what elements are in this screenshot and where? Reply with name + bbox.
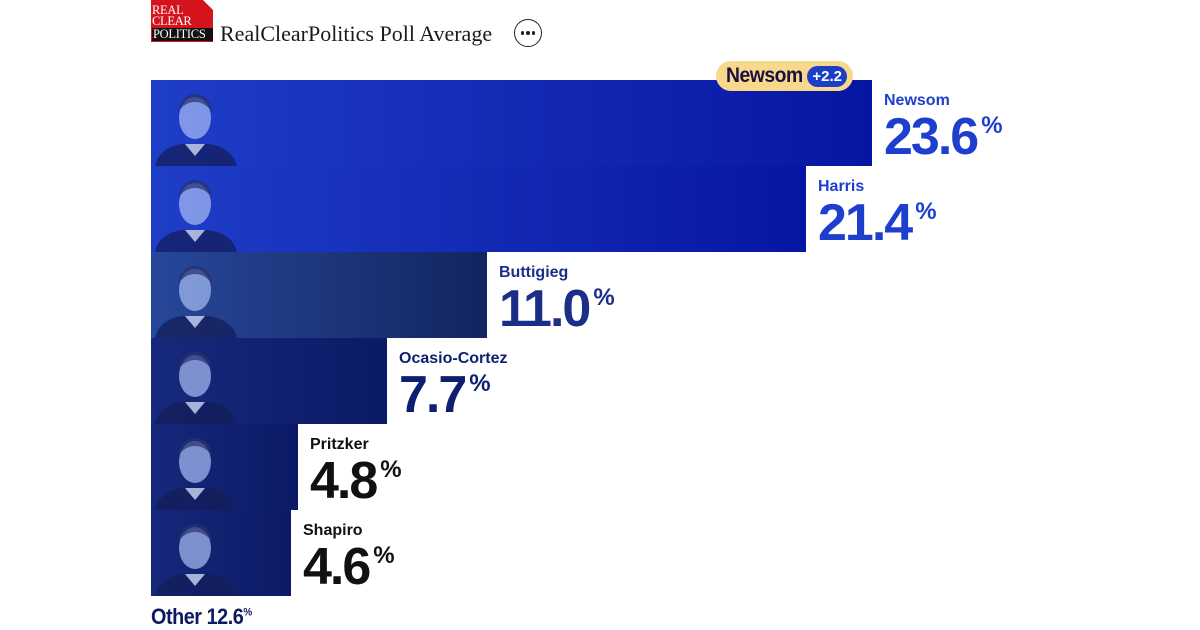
candidate-value: 11.0 bbox=[499, 280, 591, 338]
candidate-name: Pritzker bbox=[310, 436, 369, 453]
candidate-name: Newsom bbox=[884, 92, 950, 109]
page-title: RealClearPolitics Poll Average bbox=[220, 21, 493, 46]
candidate-label: Newsom 23.6% bbox=[884, 92, 1003, 164]
candidate-value: 7.7 bbox=[399, 366, 467, 424]
candidate-photo-icon bbox=[155, 180, 237, 252]
bar[interactable] bbox=[151, 424, 298, 510]
logo-line3: POLITICS bbox=[152, 28, 213, 41]
candidate-value: 4.8 bbox=[310, 452, 378, 510]
candidate-label: Shapiro 4.6% bbox=[303, 522, 395, 594]
candidate-photo-icon bbox=[155, 524, 237, 596]
rcp-logo[interactable]: REAL CLEAR POLITICS bbox=[151, 0, 213, 42]
candidate-name: Shapiro bbox=[303, 522, 363, 539]
percent-sign: % bbox=[981, 112, 1003, 139]
percent-sign: % bbox=[593, 284, 615, 311]
bar[interactable] bbox=[151, 252, 487, 338]
bar[interactable] bbox=[151, 80, 872, 166]
candidate-value: 23.6 bbox=[884, 108, 979, 166]
candidate-name: Harris bbox=[818, 178, 865, 195]
other-label: Other 12.6 bbox=[151, 604, 244, 629]
percent-sign: % bbox=[469, 370, 491, 397]
logo-line2: CLEAR bbox=[152, 14, 192, 28]
candidate-photo-icon bbox=[155, 94, 237, 166]
bar[interactable] bbox=[151, 338, 387, 424]
candidate-value: 4.6 bbox=[303, 538, 371, 596]
other-total: Other 12.6% bbox=[151, 604, 252, 630]
percent-sign: % bbox=[373, 542, 395, 569]
candidate-photo-icon bbox=[155, 438, 237, 510]
percent-sign: % bbox=[380, 456, 402, 483]
other-pct: % bbox=[243, 606, 252, 619]
leader-badge: Newsom +2.2 bbox=[716, 61, 853, 91]
candidate-photo-icon bbox=[155, 352, 237, 424]
candidate-label: Buttigieg 11.0% bbox=[499, 264, 615, 336]
candidate-label: Harris 21.4% bbox=[818, 178, 937, 250]
candidate-value: 21.4 bbox=[818, 194, 913, 252]
percent-sign: % bbox=[915, 198, 937, 225]
ellipsis-icon[interactable] bbox=[514, 19, 542, 47]
bar[interactable] bbox=[151, 510, 291, 596]
candidate-photo-icon bbox=[155, 266, 237, 338]
candidate-label: Ocasio-Cortez 7.7% bbox=[399, 350, 507, 422]
lead-margin: +2.2 bbox=[807, 65, 847, 87]
candidate-label: Pritzker 4.8% bbox=[310, 436, 402, 508]
candidate-name: Buttigieg bbox=[499, 264, 569, 281]
logo-line1: REAL bbox=[152, 3, 184, 17]
candidate-name: Ocasio-Cortez bbox=[399, 350, 508, 367]
bar[interactable] bbox=[151, 166, 806, 252]
leader-name: Newsom bbox=[726, 64, 803, 87]
